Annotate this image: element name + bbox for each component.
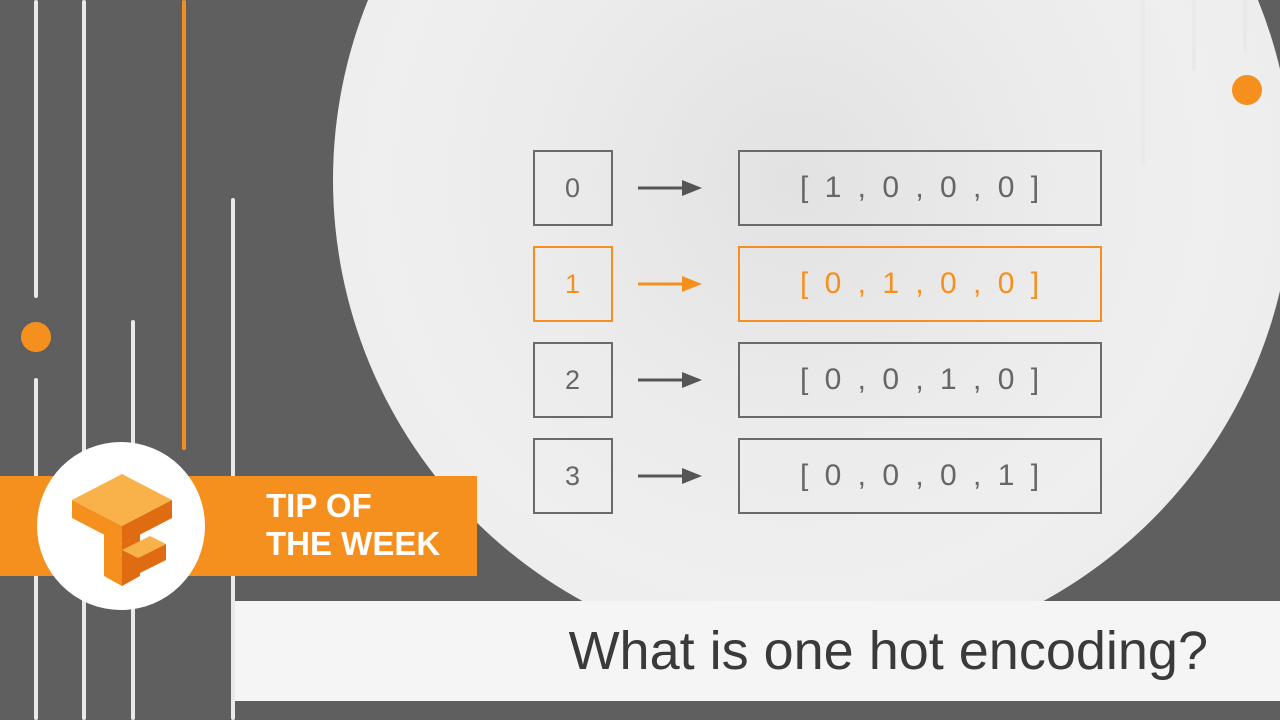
decor-line [182, 0, 186, 450]
one-hot-vector-box: [ 0 , 0 , 1 , 0 ] [738, 342, 1102, 418]
one-hot-vector-box: [ 0 , 0 , 0 , 1 ] [738, 438, 1102, 514]
decor-line [34, 0, 38, 298]
badge-line-2: THE WEEK [266, 525, 441, 562]
arrow-icon [638, 276, 702, 292]
index-box: 2 [533, 342, 613, 418]
decor-line [1141, 0, 1145, 165]
decor-dot [1232, 75, 1262, 105]
arrow-icon [638, 372, 702, 388]
decor-dot [21, 322, 51, 352]
decor-line [1243, 0, 1247, 52]
one-hot-vector-box: [ 1 , 0 , 0 , 0 ] [738, 150, 1102, 226]
title-bar: What is one hot encoding? [235, 601, 1280, 701]
tip-badge-label: TIP OF THE WEEK [266, 487, 440, 563]
index-box: 0 [533, 150, 613, 226]
arrow-icon [638, 180, 702, 196]
badge-line-1: TIP OF [266, 487, 372, 524]
arrow-icon [638, 468, 702, 484]
decor-line [82, 0, 86, 720]
decor-line [231, 198, 235, 720]
video-title: What is one hot encoding? [568, 621, 1208, 681]
tensorflow-logo-icon [37, 442, 205, 610]
one-hot-vector-box: [ 0 , 1 , 0 , 0 ] [738, 246, 1102, 322]
decor-line [1192, 0, 1196, 70]
index-box: 1 [533, 246, 613, 322]
index-box: 3 [533, 438, 613, 514]
